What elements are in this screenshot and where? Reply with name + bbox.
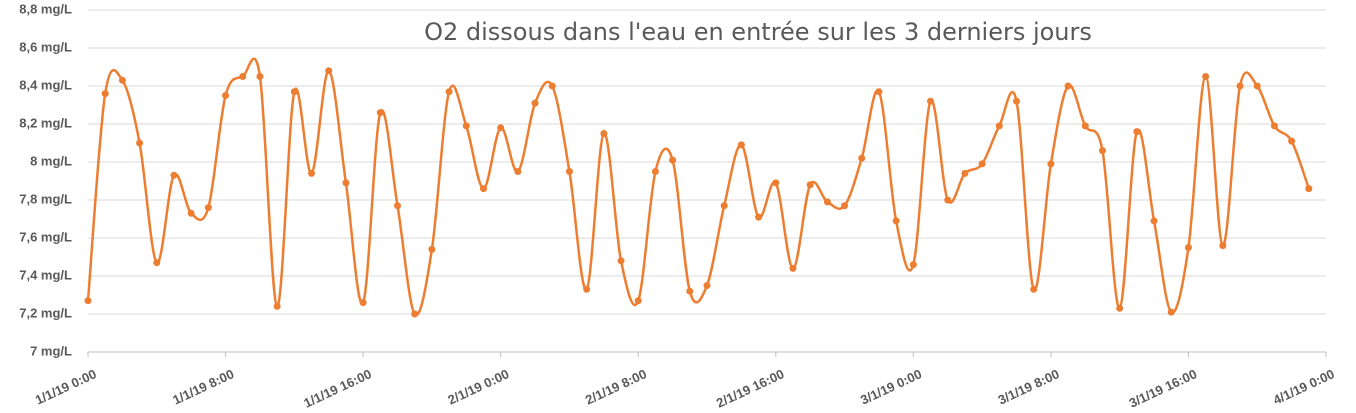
y-tick-label: 7,6 mg/L xyxy=(19,229,72,244)
y-tick-label: 7,8 mg/L xyxy=(19,191,72,206)
point xyxy=(927,97,935,105)
point xyxy=(1253,82,1261,90)
point xyxy=(1305,185,1313,193)
point xyxy=(548,82,556,90)
point xyxy=(944,196,952,204)
point xyxy=(806,181,814,189)
point xyxy=(256,73,264,80)
point xyxy=(411,310,419,318)
point xyxy=(153,259,161,267)
point xyxy=(565,168,573,175)
point xyxy=(1202,73,1210,80)
line xyxy=(86,57,1310,317)
point xyxy=(376,109,384,117)
point xyxy=(497,124,505,132)
y-tick-label: 8,6 mg/L xyxy=(19,39,72,54)
point xyxy=(222,92,230,99)
y-tick-label: 8 mg/L xyxy=(30,153,72,168)
point xyxy=(634,297,642,305)
point xyxy=(703,282,711,289)
point xyxy=(239,73,247,80)
y-tick-label: 7,2 mg/L xyxy=(19,305,72,320)
point xyxy=(84,297,92,305)
point xyxy=(290,88,298,96)
point xyxy=(755,213,763,221)
point xyxy=(204,204,212,212)
point xyxy=(617,257,625,265)
point xyxy=(514,168,522,175)
point xyxy=(720,202,728,210)
point xyxy=(737,141,745,149)
point xyxy=(1030,285,1038,293)
point xyxy=(101,90,109,98)
point xyxy=(445,88,453,96)
point xyxy=(686,287,694,295)
point xyxy=(479,185,487,193)
point xyxy=(531,99,539,107)
point xyxy=(772,179,780,187)
point xyxy=(858,154,866,162)
point xyxy=(1047,160,1055,168)
point xyxy=(1288,137,1296,145)
y-tick-label: 7,4 mg/L xyxy=(19,267,72,282)
point xyxy=(187,209,195,217)
point xyxy=(308,169,316,177)
point xyxy=(669,156,677,164)
point xyxy=(1184,244,1192,251)
point xyxy=(1219,242,1227,250)
point xyxy=(1064,82,1072,90)
point xyxy=(841,202,849,210)
chart-title: O2 dissous dans l'eau en entrée sur les … xyxy=(424,18,1092,46)
y-tick-label: 8,2 mg/L xyxy=(19,115,72,130)
point xyxy=(1013,97,1020,105)
point xyxy=(136,139,144,147)
point xyxy=(961,169,969,177)
point xyxy=(1167,308,1175,316)
point xyxy=(1098,147,1106,155)
point xyxy=(600,130,608,137)
point xyxy=(789,264,797,272)
point xyxy=(651,168,659,175)
y-tick-label: 7 mg/L xyxy=(30,343,72,358)
point xyxy=(394,202,401,210)
point xyxy=(1116,304,1124,312)
point xyxy=(583,285,591,293)
point xyxy=(823,198,831,206)
point xyxy=(1236,82,1244,90)
point xyxy=(325,67,333,75)
point xyxy=(118,76,126,84)
point xyxy=(978,160,986,168)
point xyxy=(995,122,1003,130)
point xyxy=(359,299,367,307)
point xyxy=(892,217,900,225)
point xyxy=(1270,122,1278,130)
point xyxy=(462,122,470,130)
point xyxy=(1150,217,1158,225)
y-tick-label: 8,8 mg/L xyxy=(19,1,72,16)
point xyxy=(428,245,436,253)
point xyxy=(1133,128,1141,136)
point xyxy=(1081,122,1089,130)
point xyxy=(170,171,178,179)
point xyxy=(875,88,883,96)
point xyxy=(342,179,350,187)
y-tick-label: 8,4 mg/L xyxy=(19,77,72,92)
point xyxy=(909,261,917,269)
point xyxy=(273,302,281,310)
